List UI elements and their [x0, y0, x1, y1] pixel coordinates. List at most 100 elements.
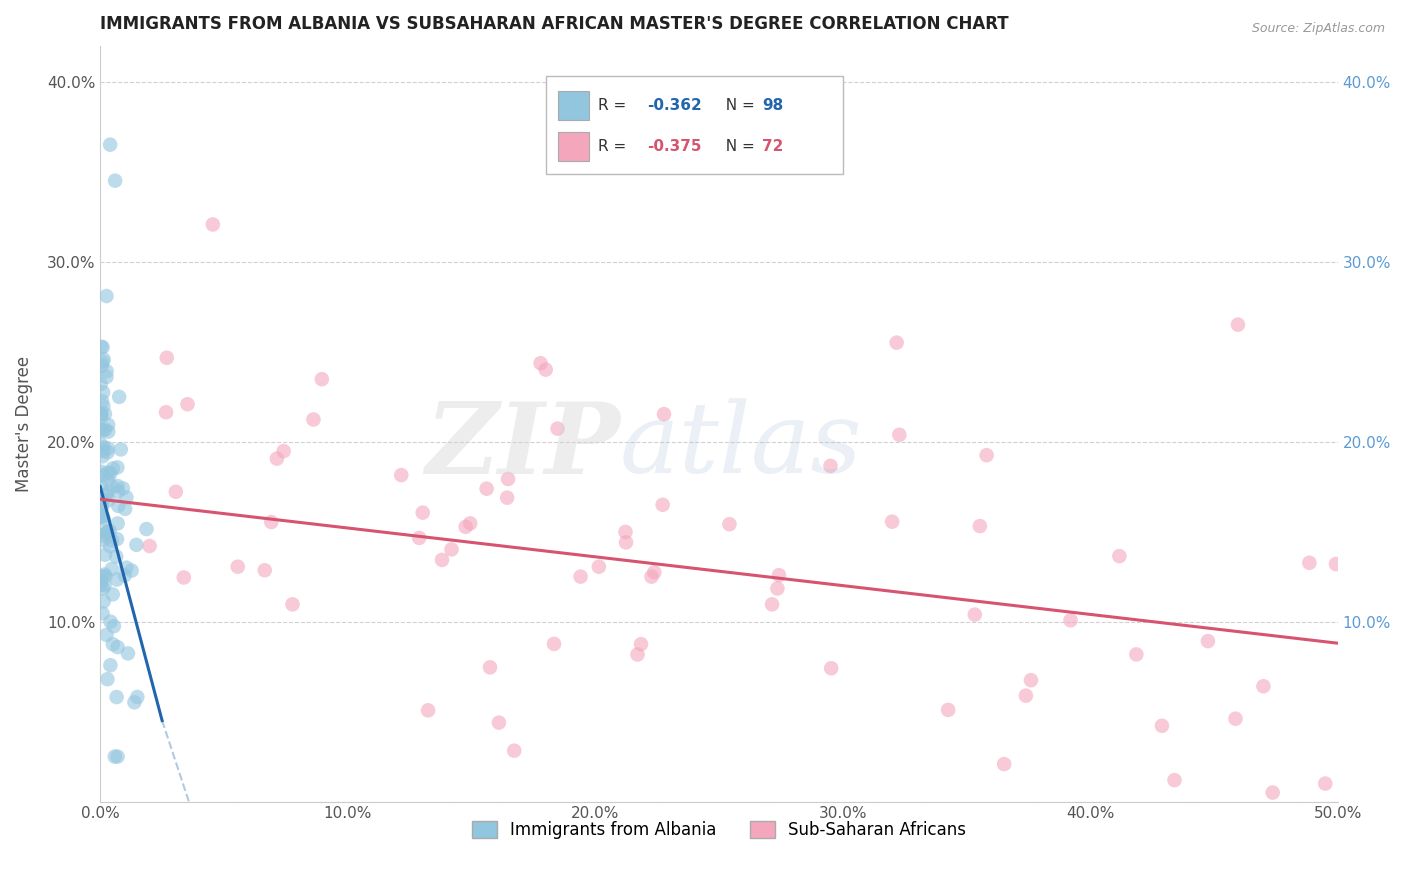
- Point: [115, 560, 138, 574]
- Point: [90, 578, 112, 592]
- Point: [97, 425, 120, 439]
- Point: [104, 749, 127, 764]
- Point: [90, 407, 112, 421]
- Point: [454, 520, 477, 534]
- Point: [91, 533, 114, 548]
- Point: [90, 569, 112, 583]
- Point: [1059, 613, 1081, 627]
- Point: [110, 442, 132, 457]
- Point: [97, 442, 120, 456]
- Point: [90, 509, 112, 524]
- Point: [626, 648, 648, 662]
- Point: [226, 559, 249, 574]
- Point: [430, 553, 453, 567]
- Point: [90, 376, 112, 391]
- Point: [97, 524, 120, 539]
- Point: [107, 499, 129, 513]
- Point: [260, 515, 283, 529]
- Point: [408, 531, 430, 545]
- Point: [90, 407, 112, 421]
- Point: [96, 369, 118, 384]
- Point: [156, 351, 179, 365]
- Point: [117, 646, 139, 660]
- Point: [173, 570, 195, 584]
- Point: [652, 407, 675, 421]
- Point: [1197, 634, 1219, 648]
- Point: [882, 515, 904, 529]
- Point: [91, 394, 114, 409]
- Point: [266, 451, 288, 466]
- Text: Source: ZipAtlas.com: Source: ZipAtlas.com: [1251, 22, 1385, 36]
- Point: [90, 478, 112, 492]
- Point: [547, 422, 569, 436]
- Point: [104, 174, 127, 188]
- Point: [111, 482, 134, 496]
- Point: [718, 517, 741, 532]
- Point: [107, 516, 129, 531]
- Point: [643, 566, 665, 580]
- Point: [1261, 786, 1284, 800]
- Point: [176, 397, 198, 411]
- Point: [91, 582, 114, 596]
- Point: [1315, 776, 1337, 790]
- Text: 72: 72: [762, 138, 783, 153]
- Point: [630, 637, 652, 651]
- Point: [281, 598, 304, 612]
- Point: [165, 484, 187, 499]
- Point: [529, 356, 551, 370]
- Point: [100, 615, 122, 629]
- Point: [97, 466, 120, 480]
- Point: [98, 539, 121, 553]
- Point: [543, 637, 565, 651]
- Point: [114, 501, 136, 516]
- Point: [94, 548, 117, 562]
- Point: [94, 488, 117, 502]
- Point: [90, 422, 112, 436]
- Point: [105, 690, 128, 704]
- Point: [105, 549, 128, 564]
- Point: [614, 524, 637, 539]
- Point: [534, 362, 557, 376]
- Point: [94, 422, 117, 436]
- Point: [90, 409, 112, 424]
- Point: [90, 465, 112, 479]
- Point: [761, 597, 783, 611]
- Point: [614, 535, 637, 549]
- Point: [889, 427, 911, 442]
- Point: [105, 532, 128, 546]
- Point: [1163, 773, 1185, 788]
- Point: [101, 533, 124, 548]
- Point: [96, 628, 118, 642]
- Point: [503, 744, 526, 758]
- Point: [107, 484, 129, 499]
- Point: [651, 498, 673, 512]
- Point: [1125, 648, 1147, 662]
- Point: [93, 512, 115, 526]
- Point: [93, 468, 115, 483]
- Point: [496, 472, 519, 486]
- Point: [105, 460, 128, 475]
- Point: [96, 289, 118, 303]
- Text: ZIP: ZIP: [425, 398, 620, 494]
- Point: [1150, 719, 1173, 733]
- Point: [993, 757, 1015, 772]
- Point: [94, 526, 117, 541]
- Point: [97, 485, 120, 500]
- Point: [107, 749, 129, 764]
- Point: [640, 569, 662, 583]
- Point: [127, 690, 149, 704]
- Point: [93, 529, 115, 543]
- Text: -0.362: -0.362: [647, 98, 702, 113]
- Point: [475, 482, 498, 496]
- Point: [155, 405, 177, 419]
- Point: [820, 458, 842, 473]
- Point: [311, 372, 333, 386]
- Point: [135, 522, 157, 536]
- Point: [766, 582, 789, 596]
- Point: [91, 340, 114, 354]
- Point: [101, 637, 124, 651]
- Legend: Immigrants from Albania, Sub-Saharan Africans: Immigrants from Albania, Sub-Saharan Afr…: [465, 814, 973, 847]
- Point: [121, 564, 143, 578]
- Point: [107, 479, 129, 493]
- Point: [138, 539, 160, 553]
